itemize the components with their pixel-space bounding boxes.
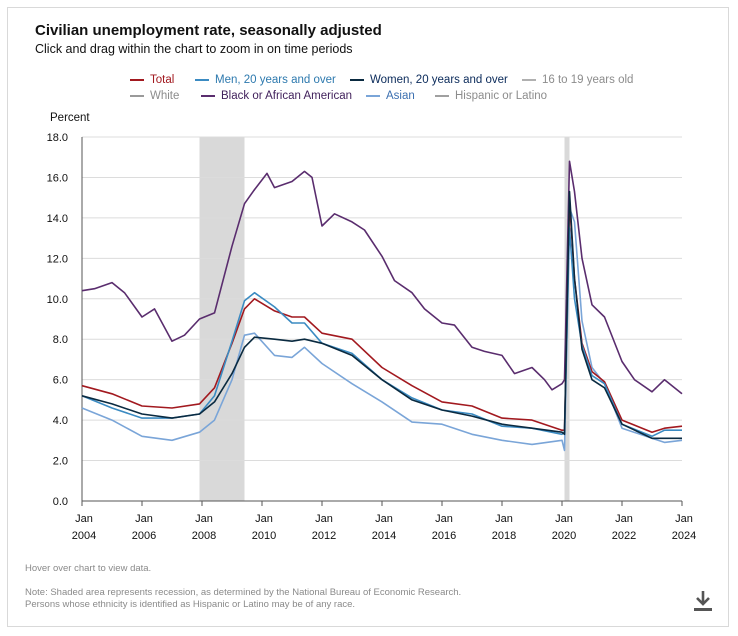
y-tick-label: 18.0 xyxy=(47,132,68,144)
x-tick-label-year: 2012 xyxy=(312,530,336,542)
series-line-asian xyxy=(81,207,683,452)
y-tick-label: 0.0 xyxy=(53,496,68,508)
x-tick-label-month: Jan xyxy=(75,513,93,525)
x-tick-label-month: Jan xyxy=(315,513,333,525)
legend-label: 16 to 19 years old xyxy=(542,74,634,86)
x-tick-label-month: Jan xyxy=(675,513,693,525)
legend-item-asian[interactable]: Asian xyxy=(366,90,415,102)
legend-label: Black or African American xyxy=(221,90,353,102)
series-line-total xyxy=(81,200,683,433)
legend-item-men[interactable]: Men, 20 years and over xyxy=(195,74,336,86)
x-tick-label-year: 2004 xyxy=(72,530,96,542)
x-tick-label-year: 2018 xyxy=(492,530,516,542)
legend-swatch xyxy=(350,79,364,81)
x-tick-label-year: 2020 xyxy=(552,530,576,542)
legend-item-white[interactable]: White xyxy=(130,90,179,102)
series-line-men-20-years-and-over xyxy=(81,227,682,438)
y-tick-label: 16.0 xyxy=(47,172,68,184)
recession-note: Note: Shaded area represents recession, … xyxy=(25,587,462,598)
y-axis-label: Percent xyxy=(50,112,90,124)
legend-label: Total xyxy=(150,74,175,86)
x-tick-label-month: Jan xyxy=(135,513,153,525)
legend-swatch xyxy=(195,79,209,81)
x-tick-label-month: Jan xyxy=(435,513,453,525)
chart-card xyxy=(7,7,729,627)
x-tick-label-year: 2008 xyxy=(192,530,216,542)
recession-band xyxy=(199,137,245,501)
x-tick-label-year: 2010 xyxy=(252,530,276,542)
legend-label: White xyxy=(150,90,180,102)
y-tick-label: 10.0 xyxy=(47,294,68,306)
legend-label: Asian xyxy=(386,90,415,102)
legend-item-black[interactable]: Black or African American xyxy=(201,90,352,102)
ethnicity-note: Persons whose ethnicity is identified as… xyxy=(25,599,356,610)
y-tick-label: 8.0 xyxy=(53,334,68,346)
x-tick-label-year: 2022 xyxy=(612,530,636,542)
legend-item-total[interactable]: Total xyxy=(130,74,174,86)
legend-label: Women, 20 years and over xyxy=(370,74,508,86)
legend-item-teens[interactable]: 16 to 19 years old xyxy=(522,74,633,86)
y-tick-label: 14.0 xyxy=(47,213,68,225)
y-tick-label: 2.0 xyxy=(53,456,68,468)
download-icon xyxy=(694,591,712,611)
series-line-black-or-african-american xyxy=(81,160,683,395)
legend-swatch xyxy=(435,95,449,97)
y-tick-label: 12.0 xyxy=(47,253,68,265)
legend-item-hispanic[interactable]: Hispanic or Latino xyxy=(435,90,547,102)
hover-hint: Hover over chart to view data. xyxy=(25,563,152,574)
chart-title: Civilian unemployment rate, seasonally a… xyxy=(35,22,382,39)
legend-label: Hispanic or Latino xyxy=(455,90,548,102)
y-tick-label: 6.0 xyxy=(53,375,68,387)
x-tick-label-month: Jan xyxy=(195,513,213,525)
x-tick-label-year: 2024 xyxy=(672,530,696,542)
x-tick-label-month: Jan xyxy=(255,513,273,525)
legend-swatch xyxy=(522,79,536,81)
x-tick-label-year: 2006 xyxy=(132,530,156,542)
legend-swatch xyxy=(130,79,144,81)
x-tick-label-month: Jan xyxy=(375,513,393,525)
x-tick-label-month: Jan xyxy=(555,513,573,525)
legend-item-women[interactable]: Women, 20 years and over xyxy=(350,74,508,86)
series-line-women-20-years-and-over xyxy=(81,190,682,440)
chart-subtitle: Click and drag within the chart to zoom … xyxy=(35,42,353,56)
download-button[interactable] xyxy=(692,588,714,614)
legend-swatch xyxy=(201,95,215,97)
x-tick-label-month: Jan xyxy=(495,513,513,525)
x-tick-label-year: 2016 xyxy=(432,530,456,542)
legend-swatch xyxy=(130,95,144,97)
legend-swatch xyxy=(366,95,380,97)
x-tick-label-month: Jan xyxy=(615,513,633,525)
line-chart[interactable]: Percent 0.0 2.0 4.0 6.0 8.0 10.0 12.0 14.0 16.0 1… xyxy=(0,0,738,560)
x-tick-label-year: 2014 xyxy=(372,530,396,542)
y-tick-label: 4.0 xyxy=(53,415,68,427)
legend-label: Men, 20 years and over xyxy=(215,74,336,86)
